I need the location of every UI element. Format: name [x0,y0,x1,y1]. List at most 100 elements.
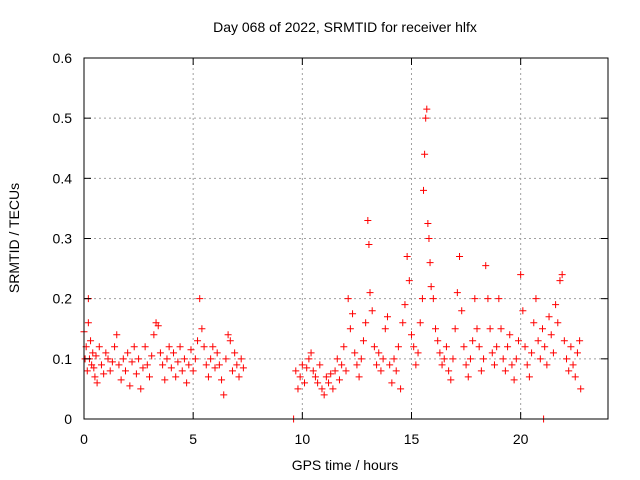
data-point [539,325,546,333]
data-point [501,367,509,375]
data-point [410,343,418,351]
data-point [161,376,169,384]
data-point [87,337,95,345]
data-point [322,373,330,381]
data-point [484,295,492,303]
data-point [488,349,496,357]
data-point [508,361,516,369]
data-point [392,367,400,375]
data-point [331,367,339,375]
data-point [235,373,243,381]
ticks: 0 0.1 0.2 0.3 0.4 0.5 0.6 0 5 10 15 20 [53,50,608,447]
data-point [296,373,304,381]
data-point [95,343,103,351]
data-point [534,337,542,345]
data-point [301,379,309,387]
data-point [329,385,337,393]
data-point [156,349,164,357]
data-point [451,325,459,333]
data-point [309,367,317,375]
data-point [84,319,92,327]
data-point [462,361,470,369]
x-tick-label: 0 [80,431,88,447]
data-point [220,391,228,399]
data-point [228,367,236,375]
y-tick-label: 0.1 [53,351,73,367]
data-point [377,367,385,375]
data-point [128,358,136,366]
data-point [475,343,483,351]
data-point [440,355,448,363]
data-point [577,385,585,393]
data-point [121,367,129,375]
data-point [102,349,110,357]
data-point [132,370,140,378]
data-point [163,355,171,363]
data-point [397,385,405,393]
data-point [543,361,551,369]
data-point [111,343,119,351]
data-point [333,355,341,363]
data-point [464,373,472,381]
data-point [422,114,430,122]
data-point [187,346,195,354]
data-point [390,355,398,363]
data-point [93,379,101,387]
data-point [97,361,105,369]
data-point [318,385,326,393]
data-point [89,349,97,357]
data-point [521,343,529,351]
data-point [115,361,123,369]
data-point [143,361,151,369]
data-point [460,343,468,351]
data-point [394,343,402,351]
data-point [558,271,566,279]
y-tick-label: 0 [64,411,72,427]
data-point [506,331,514,339]
data-point [106,367,114,375]
data-point [148,352,156,360]
data-point [189,367,197,375]
data-point [362,319,370,327]
data-point [91,373,99,381]
x-axis-label: GPS time / hours [292,457,399,473]
data-point [486,325,494,333]
data-point [335,376,343,384]
data-point [547,331,555,339]
data-point [401,301,409,309]
data-point [477,367,485,375]
x-tick-label: 10 [295,431,311,447]
data-point [530,319,538,327]
data-point [92,352,100,360]
data-point [453,289,461,297]
data-point [211,364,219,372]
data-point [305,355,313,363]
data-point [139,364,147,372]
data-point [560,337,568,345]
data-point [499,355,507,363]
data-point [325,379,333,387]
data-point [364,216,372,224]
data-point [183,379,191,387]
data-point [365,241,373,249]
data-point [359,337,367,345]
data-point [226,337,234,345]
data-point [196,295,204,303]
data-point [426,259,434,267]
data-point [523,361,531,369]
data-point [482,262,490,270]
data-point [233,361,241,369]
data-point [100,370,108,378]
data-point [421,150,429,158]
data-point [353,361,361,369]
data-point [442,343,450,351]
data-point [495,295,503,303]
data-point [424,219,432,227]
data-point [154,322,162,330]
data-point [416,319,424,327]
y-tick-label: 0.5 [53,110,73,126]
data-point [167,364,175,372]
data-point [292,367,300,375]
data-point [436,349,444,357]
